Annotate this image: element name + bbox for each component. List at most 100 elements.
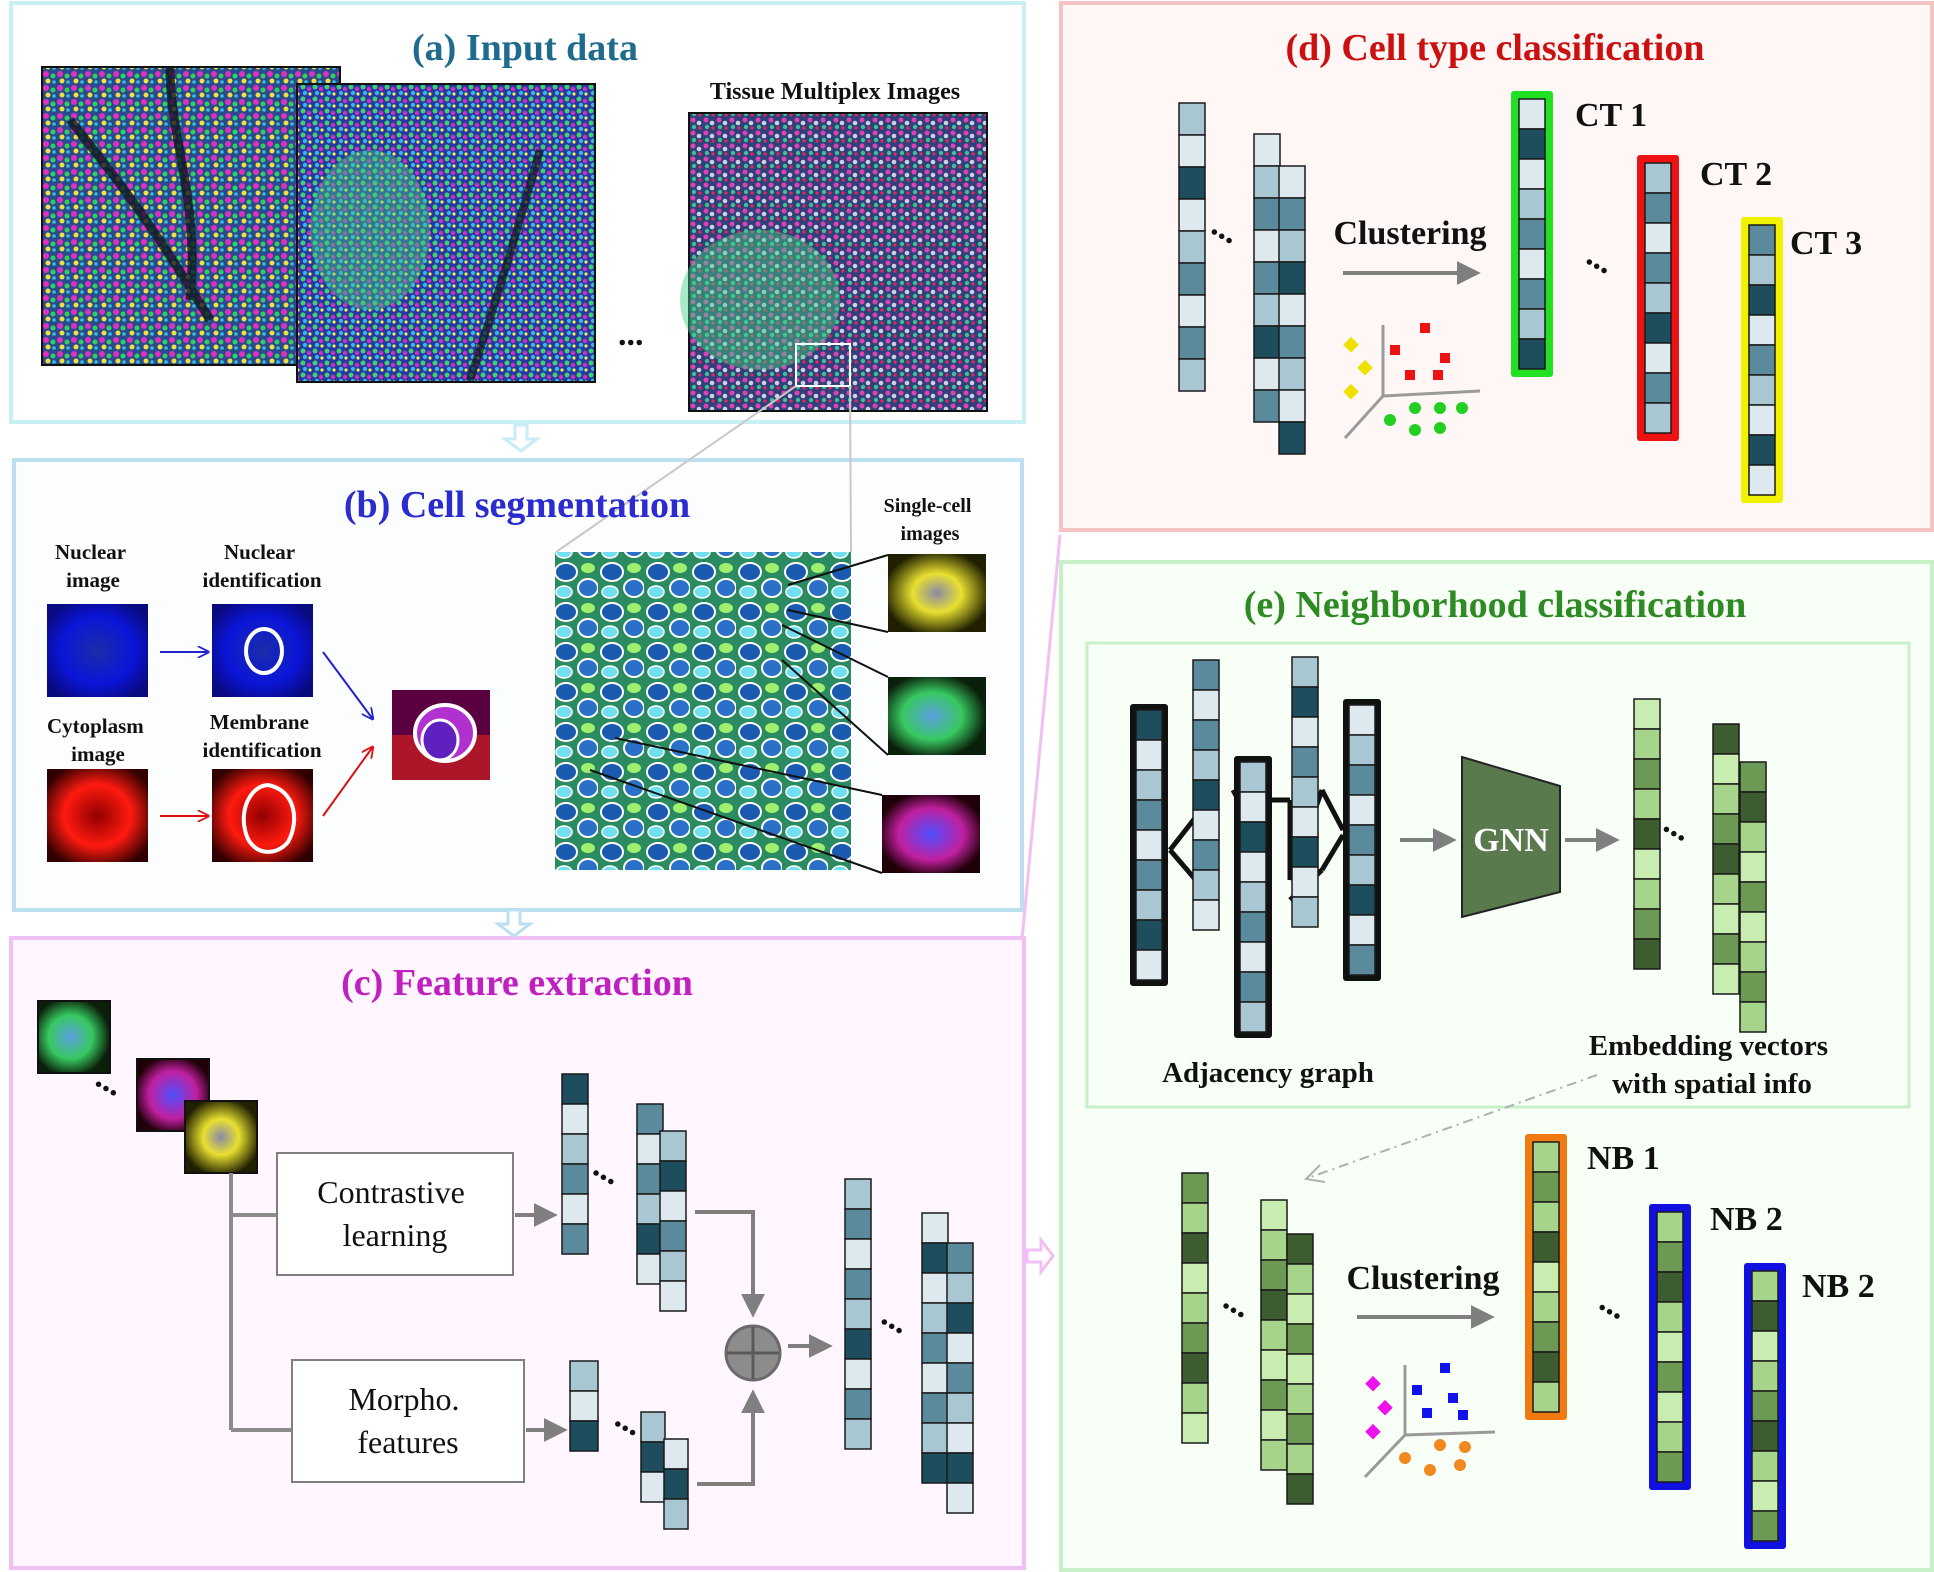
graph-node-4-cell bbox=[1291, 716, 1319, 748]
final-vector-1-cell bbox=[844, 1178, 872, 1210]
graph-node-1-cell bbox=[1135, 709, 1163, 741]
ct2-vector-cell bbox=[1644, 282, 1672, 314]
embedding-vectors-label: Embedding vectors with spatial info bbox=[1589, 1030, 1836, 1100]
membrane-identification-image bbox=[212, 769, 313, 862]
embedding-vectors-label-line1: Embedding vectors bbox=[1589, 1030, 1828, 1062]
d-vector-3-cell bbox=[1278, 165, 1306, 199]
nb1-label: NB 1 bbox=[1587, 1140, 1660, 1177]
nuclear-image bbox=[47, 604, 148, 697]
final-vector-3-cell bbox=[946, 1482, 974, 1514]
contrastive-learning-label: Contrastive learning bbox=[317, 1174, 473, 1253]
panel-b-border bbox=[12, 458, 1024, 912]
nb2-vector-a-cell bbox=[1656, 1241, 1684, 1273]
scatter-points-e bbox=[1365, 1363, 1471, 1476]
panel-d-title: (d) Cell type classification bbox=[1285, 27, 1704, 69]
morpho-vector-2-cell bbox=[640, 1441, 666, 1473]
gnn-block bbox=[1461, 755, 1561, 919]
flow-arrow-a-to-b bbox=[500, 423, 542, 453]
ct2-vector-cell bbox=[1644, 222, 1672, 254]
d-vector-1-cell bbox=[1178, 102, 1206, 136]
graph-node-5-cell bbox=[1348, 884, 1376, 916]
embedding-vector-2-cell bbox=[1712, 753, 1740, 785]
branch-connectors bbox=[229, 1173, 292, 1432]
ct3-vector-cell bbox=[1748, 224, 1776, 256]
nuclear-image-label-line1: Nuclear bbox=[55, 540, 126, 564]
contrastive-vector-1-cell bbox=[561, 1223, 589, 1255]
embedding-vector-2-cell bbox=[1712, 963, 1740, 995]
single-cell-images-label-line2: images bbox=[901, 523, 960, 545]
graph-node-1-cell bbox=[1135, 739, 1163, 771]
e-input-vector-3-cell bbox=[1286, 1383, 1314, 1415]
nb2-vector-a-cell bbox=[1656, 1361, 1684, 1393]
tissue-image-3 bbox=[688, 112, 988, 412]
d-vector-2-cell bbox=[1253, 389, 1281, 423]
embedding-vector-2-cell bbox=[1712, 783, 1740, 815]
e-input-vector-2-cell bbox=[1260, 1379, 1288, 1411]
embedding-vector-1-cell bbox=[1633, 938, 1661, 970]
embedding-vector-1-cell bbox=[1633, 878, 1661, 910]
cytoplasm-image-label-line1: Cytoplasm bbox=[47, 714, 144, 738]
graph-node-4-cell bbox=[1291, 866, 1319, 898]
final-vector-2-cell bbox=[921, 1422, 949, 1454]
graph-node-4-cell bbox=[1291, 746, 1319, 778]
combined-nucleus-outline bbox=[420, 718, 460, 762]
nuclear-identification-image bbox=[212, 604, 313, 697]
nb1-vector-cell bbox=[1532, 1291, 1560, 1323]
nb2-vector-b-cell bbox=[1751, 1480, 1779, 1512]
ct1-vector-cell bbox=[1518, 98, 1546, 130]
contrastive-vector-1-cell bbox=[561, 1103, 589, 1135]
ct1-vector-cell bbox=[1518, 188, 1546, 220]
cytoplasm-image-label-line2: image bbox=[71, 742, 125, 766]
nb2-label-b: NB 2 bbox=[1802, 1268, 1875, 1305]
dashed-pointer-to-clustering bbox=[1307, 1074, 1598, 1179]
ct2-vector-cell bbox=[1644, 192, 1672, 224]
panel-a-border bbox=[9, 1, 1026, 424]
graph-node-1-cell bbox=[1135, 859, 1163, 891]
tissue-image-2 bbox=[296, 83, 596, 383]
d-vector-1-cell bbox=[1178, 230, 1206, 264]
graph-node-5-cell bbox=[1348, 854, 1376, 886]
nb2-vector-b-cell bbox=[1751, 1390, 1779, 1422]
contrastive-vector-1-cell bbox=[561, 1163, 589, 1195]
graph-node-5-cell bbox=[1348, 914, 1376, 946]
ct1-vector bbox=[1511, 91, 1553, 377]
d-vector-2 bbox=[1253, 133, 1281, 423]
d-vector-2-cell bbox=[1253, 325, 1281, 359]
scatter-axes-d bbox=[1343, 325, 1481, 440]
nb1-vector-cell bbox=[1532, 1381, 1560, 1413]
ct3-vector-cell bbox=[1748, 314, 1776, 346]
morpho-vector-3-cell bbox=[663, 1468, 689, 1500]
d-vector-2-cell bbox=[1253, 133, 1281, 167]
e-input-vector-3-cell bbox=[1286, 1413, 1314, 1445]
feature-vectors bbox=[561, 91, 1786, 1549]
contrastive-learning-box bbox=[276, 1152, 514, 1276]
graph-node-3-cell bbox=[1239, 851, 1267, 883]
ct2-vector-cell bbox=[1644, 342, 1672, 374]
nb1-vector-cell bbox=[1532, 1141, 1560, 1173]
final-vector-2-cell bbox=[921, 1272, 949, 1304]
e-input-vector-2-cell bbox=[1260, 1229, 1288, 1261]
zoom-region-box bbox=[795, 343, 851, 387]
final-vector-2-cell bbox=[921, 1362, 949, 1394]
contrastive-vector-2-cell bbox=[636, 1253, 664, 1285]
ct2-vector-cell bbox=[1644, 252, 1672, 284]
d-vector-3 bbox=[1278, 165, 1306, 455]
d-vector-1-cell bbox=[1178, 358, 1206, 392]
graph-node-3 bbox=[1234, 756, 1272, 1038]
ct2-vector-cell bbox=[1644, 312, 1672, 344]
membrane-identification-label: Membrane identification bbox=[203, 710, 322, 762]
contrastive-learning-line2: learning bbox=[343, 1217, 448, 1253]
panel-c-title: (c) Feature extraction bbox=[341, 962, 693, 1004]
ct3-vector-cell bbox=[1748, 284, 1776, 316]
ct1-vector-cell bbox=[1518, 218, 1546, 250]
nb1-vector-cell bbox=[1532, 1321, 1560, 1353]
graph-node-4 bbox=[1291, 656, 1319, 928]
d-vector-3-cell bbox=[1278, 357, 1306, 391]
nb2-vector-a-cell bbox=[1656, 1301, 1684, 1333]
final-vector-2-cell bbox=[921, 1212, 949, 1244]
ct1-vector-cell bbox=[1518, 338, 1546, 370]
ct1-vector-cell bbox=[1518, 248, 1546, 280]
final-vector-3-cell bbox=[946, 1452, 974, 1484]
embedding-vector-1-cell bbox=[1633, 728, 1661, 760]
nb2-vector-b-cell bbox=[1751, 1360, 1779, 1392]
